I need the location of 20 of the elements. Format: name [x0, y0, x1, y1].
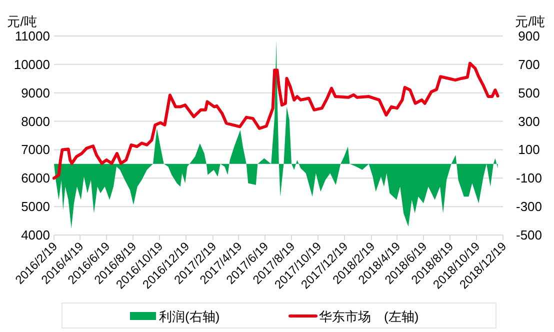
y-tick-label: 11000	[14, 28, 50, 44]
y-tick-label: 9000	[21, 85, 50, 100]
y2-tick-label: -300	[516, 199, 542, 214]
y2-tick-label: 100	[518, 142, 540, 158]
y-tick-label: 5000	[21, 199, 50, 214]
legend-label: 利润(右轴)	[159, 309, 220, 324]
y2-axis-title: 元/吨	[515, 14, 545, 29]
y-tick-label: 6000	[21, 170, 50, 186]
y2-tick-label: 500	[518, 85, 540, 100]
y2-tick-label: 700	[518, 56, 540, 72]
y2-tick-label: -500	[516, 228, 542, 242]
y2-tick-label: -100	[516, 170, 542, 186]
legend-label: 华东市场 (左轴)	[319, 309, 419, 324]
y-axis-title: 元/吨	[7, 14, 37, 29]
y2-tick-label: 300	[518, 114, 540, 129]
y-tick-label: 4000	[21, 228, 50, 242]
y-tick-label: 10000	[14, 56, 50, 72]
y2-tick-label: 900	[518, 28, 540, 44]
y-tick-label: 7000	[21, 142, 50, 158]
y-tick-label: 8000	[21, 114, 50, 129]
